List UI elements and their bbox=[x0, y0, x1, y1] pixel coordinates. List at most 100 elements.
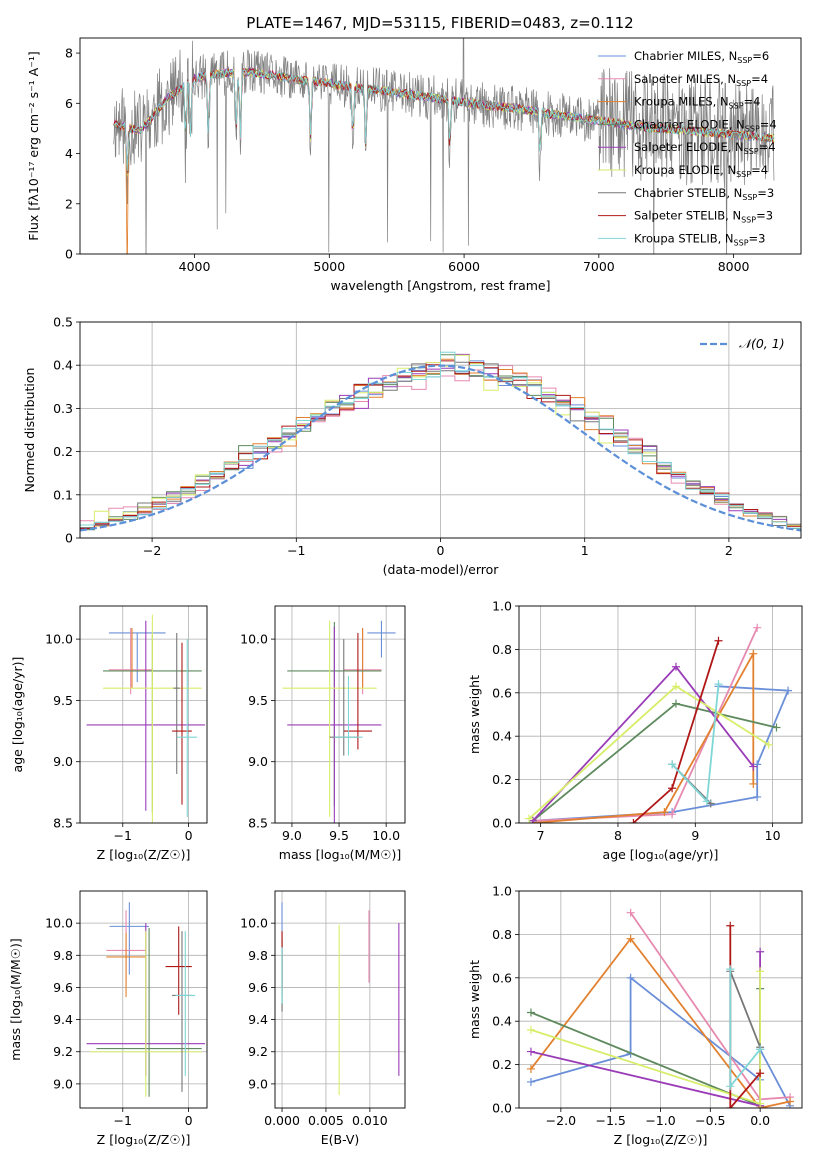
weight-marker-chabrier_miles bbox=[753, 760, 762, 769]
y-axis-label: mass weight bbox=[467, 960, 482, 1039]
x-tick-label: 5000 bbox=[313, 259, 345, 274]
x-tick-label: 4000 bbox=[179, 259, 211, 274]
y-tick-label: 9.6 bbox=[248, 980, 268, 995]
weight-marker-kroupa_stelib bbox=[702, 797, 711, 806]
x-tick-label: −2 bbox=[143, 543, 161, 558]
y-tick-label: 9.0 bbox=[53, 1076, 73, 1091]
axes-frame bbox=[518, 605, 803, 824]
y-tick-label: 9.4 bbox=[53, 1012, 73, 1027]
x-tick-label: 0.000 bbox=[264, 1113, 300, 1128]
y-tick-label: 0.2 bbox=[53, 444, 73, 459]
weight-marker-kroupa_miles bbox=[626, 934, 635, 943]
y-tick-label: 0.8 bbox=[492, 642, 512, 657]
errorbar-chabrier_miles bbox=[367, 620, 396, 658]
spectrum-legend: Chabrier MILES, NSSP=6 Salpeter MILES, NS… bbox=[598, 49, 777, 247]
y-axis-label: mass [log₁₀(M/M☉)] bbox=[8, 938, 23, 1060]
y-tick-label: 9.6 bbox=[53, 980, 73, 995]
y-tick-label: 0.2 bbox=[492, 1057, 512, 1072]
weight-marker-kroupa_stelib bbox=[726, 1082, 735, 1091]
y-tick-label: 4 bbox=[65, 146, 73, 161]
x-tick-label: 10 bbox=[765, 828, 781, 843]
y-tick-label: 1.0 bbox=[492, 599, 512, 614]
plot-area bbox=[113, 38, 775, 254]
weight-line-chabrier_stelib bbox=[729, 970, 761, 1048]
weight-marker-chabrier_miles bbox=[784, 686, 793, 695]
axes-frame bbox=[274, 890, 406, 1109]
plot-area bbox=[86, 902, 206, 1097]
y-tick-label: 1.0 bbox=[492, 884, 512, 899]
age-vs-metallicity-chart: −1 0 8.5 9.0 9.5 10.0 Z [log₁₀(Z/Z☉)] age [log₁… bbox=[10, 605, 208, 862]
weight-line-chabrier_miles bbox=[532, 685, 790, 822]
weight-marker-salpeter_stelib bbox=[726, 1104, 735, 1108]
weight-marker-salpeter_stelib bbox=[714, 636, 723, 645]
x-axis-label: E(B-V) bbox=[321, 1132, 360, 1147]
axes-frame bbox=[79, 321, 802, 539]
normal-curve bbox=[80, 364, 801, 532]
weight-marker-salpeter_stelib bbox=[668, 784, 677, 793]
weight-marker-kroupa_elodie bbox=[764, 740, 773, 749]
y-tick-label: 0.6 bbox=[492, 685, 512, 700]
x-tick-label: −1.5 bbox=[595, 1113, 625, 1128]
weight-marker-kroupa_miles bbox=[749, 779, 758, 788]
legend-label: Salpeter MILES, NSSP=4 bbox=[634, 72, 768, 88]
weight-marker-kroupa_stelib bbox=[668, 760, 677, 769]
errorbar-kroupa_miles bbox=[106, 932, 146, 998]
weight-line-salpeter_elodie bbox=[530, 951, 761, 1107]
x-tick-label: 0 bbox=[437, 543, 445, 558]
y-tick-label: 8 bbox=[65, 46, 73, 61]
y-tick-label: 9.8 bbox=[53, 948, 73, 963]
y-tick-label: 0 bbox=[65, 247, 73, 262]
weight-marker-salpeter_miles bbox=[753, 623, 762, 632]
weight-marker-chabrier_miles bbox=[526, 1077, 535, 1086]
x-tick-label: 6000 bbox=[448, 259, 480, 274]
weight-marker-salpeter_stelib bbox=[726, 921, 735, 930]
plot-area bbox=[281, 902, 400, 1096]
errorbar-chabrier_miles bbox=[108, 632, 166, 683]
legend-label: Chabrier ELODIE, NSSP=4 bbox=[634, 117, 777, 133]
x-tick-label: 0 bbox=[185, 828, 193, 843]
x-tick-label: 1 bbox=[581, 543, 589, 558]
x-tick-label: 0.0 bbox=[750, 1113, 770, 1128]
weight-marker-kroupa_miles bbox=[749, 649, 758, 658]
errorbar-kroupa_stelib bbox=[334, 675, 363, 756]
y-tick-label: 10.0 bbox=[45, 916, 73, 931]
plot-area bbox=[80, 351, 801, 538]
weight-marker-salpeter_stelib bbox=[756, 1069, 765, 1078]
x-axis-label: age [log₁₀(age/yr)] bbox=[603, 847, 719, 862]
weight-line-kroupa_elodie bbox=[528, 685, 770, 820]
errorbar-kroupa_elodie bbox=[103, 614, 202, 823]
x-tick-label: −1.0 bbox=[645, 1113, 675, 1128]
y-tick-label: 0.4 bbox=[492, 1014, 512, 1029]
weight-marker-chabrier_miles bbox=[753, 792, 762, 801]
legend-label: Kroupa MILES, NSSP=4 bbox=[634, 95, 760, 111]
mass-weight-vs-metallicity-chart: −2.0 −1.5 −1.0 −0.5 0.0 0.0 0.2 0.4 0.6 0.8 1.0 Z [… bbox=[467, 884, 803, 1147]
y-tick-label: 9.2 bbox=[248, 1044, 268, 1059]
x-tick-label: 9 bbox=[691, 828, 699, 843]
weight-marker-kroupa_elodie bbox=[671, 682, 680, 691]
legend-label: 𝒩(0, 1) bbox=[739, 336, 785, 351]
errorbar-kroupa_stelib bbox=[177, 639, 198, 817]
weight-marker-kroupa_stelib bbox=[756, 1045, 765, 1054]
y-tick-label: 0.4 bbox=[492, 729, 512, 744]
weight-line-chabrier_miles bbox=[530, 975, 791, 1107]
weight-marker-chabrier_miles bbox=[626, 973, 635, 982]
y-tick-label: 0.3 bbox=[53, 401, 73, 416]
x-tick-label: −1 bbox=[114, 828, 132, 843]
x-axis-label: (data-model)/error bbox=[383, 562, 500, 577]
errorbar-kroupa_elodie bbox=[89, 931, 202, 1097]
y-tick-label: 0.2 bbox=[492, 772, 512, 787]
x-axis-label: Z [log₁₀(Z/Z☉)] bbox=[97, 1132, 191, 1147]
x-tick-label: 2 bbox=[725, 543, 733, 558]
axes-frame bbox=[274, 605, 406, 824]
y-tick-label: 9.8 bbox=[248, 948, 268, 963]
x-tick-label: 7 bbox=[537, 828, 545, 843]
legend-label: Kroupa STELIB, NSSP=3 bbox=[634, 231, 765, 247]
y-tick-label: 9.0 bbox=[53, 754, 73, 769]
y-tick-label: 0.5 bbox=[53, 315, 73, 330]
y-tick-label: 9.0 bbox=[248, 754, 268, 769]
y-tick-label: 0 bbox=[65, 531, 73, 546]
errorbar-salpeter_miles bbox=[108, 628, 153, 695]
errorbar-kroupa_stelib bbox=[175, 931, 196, 1076]
y-tick-label: 9.0 bbox=[248, 1076, 268, 1091]
x-axis-label: Z [log₁₀(Z/Z☉)] bbox=[97, 847, 191, 862]
